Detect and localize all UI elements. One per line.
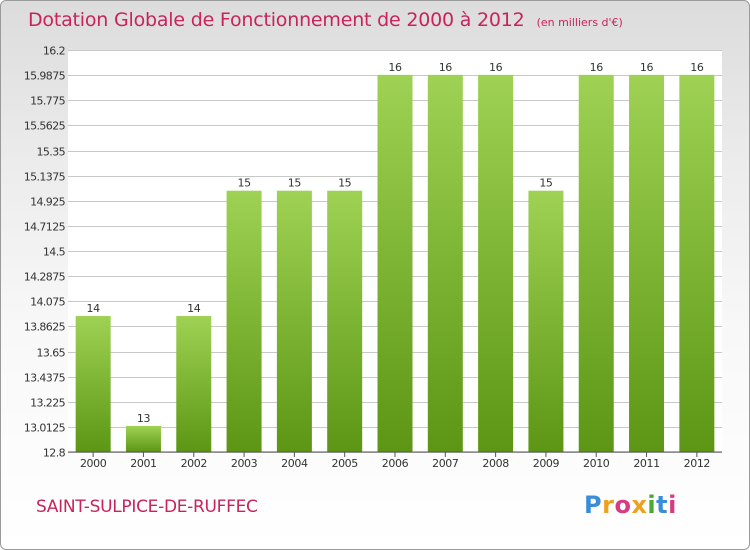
data-label: 13: [137, 412, 151, 425]
logo-letter: o: [614, 491, 632, 519]
title-row: Dotation Globale de Fonctionnement de 20…: [28, 9, 623, 31]
bar: [427, 74, 463, 453]
data-label: 16: [590, 61, 604, 74]
bar: [327, 190, 363, 452]
bar: [478, 74, 514, 453]
data-label: 16: [640, 61, 654, 74]
x-tick-label: 2007: [432, 457, 459, 470]
x-tick-label: 2002: [181, 457, 207, 470]
proxiti-logo: Proxiti: [584, 491, 677, 519]
data-label: 14: [187, 302, 201, 315]
logo-letter: r: [602, 491, 615, 519]
x-tick-label: 2000: [80, 457, 107, 470]
x-tick-label: 2004: [281, 457, 308, 470]
y-tick-label: 15.35: [37, 146, 66, 159]
y-tick-label: 14.2875: [24, 271, 66, 284]
bar: [629, 74, 665, 453]
y-tick-label: 13.4375: [24, 372, 66, 385]
data-label: 16: [388, 61, 402, 74]
x-tick-label: 2008: [482, 457, 509, 470]
bar: [176, 316, 212, 452]
bar: [528, 190, 564, 452]
x-tick-label: 2006: [382, 457, 409, 470]
logo-letter: P: [584, 491, 603, 519]
x-tick-label: 2012: [684, 457, 710, 470]
data-label: 14: [87, 302, 101, 315]
chart-subtitle: (en milliers d'€): [536, 16, 623, 29]
bar: [226, 190, 262, 452]
logo-letter: i: [647, 491, 657, 519]
y-tick-label: 14.7125: [24, 221, 66, 234]
y-tick-label: 14.5: [43, 246, 66, 259]
commune-name: SAINT-SULPICE-DE-RUFFEC: [36, 497, 258, 517]
data-label: 15: [338, 177, 352, 190]
y-tick-label: 15.775: [30, 95, 65, 108]
x-tick-label: 2003: [231, 457, 258, 470]
x-tick-label: 2009: [533, 457, 560, 470]
y-tick-label: 14.075: [30, 296, 65, 309]
data-label: 16: [439, 61, 453, 74]
bar: [75, 316, 111, 452]
y-tick-label: 14.925: [30, 196, 65, 209]
bars-layer: [75, 74, 715, 453]
y-tick-label: 12.8: [43, 447, 66, 460]
bar: [377, 74, 413, 453]
bar: [679, 74, 715, 453]
y-tick-label: 13.0125: [24, 422, 66, 435]
bar: [125, 425, 161, 452]
y-tick-label: 15.1375: [24, 171, 66, 184]
y-tick-label: 13.8625: [24, 321, 66, 334]
logo-letter: x: [631, 491, 648, 519]
x-tick-label: 2005: [331, 457, 358, 470]
logo-letter: i: [668, 491, 677, 519]
y-tick-label: 13.225: [30, 397, 65, 410]
y-tick-label: 15.9875: [24, 70, 66, 83]
data-label: 16: [489, 61, 503, 74]
bar: [276, 190, 312, 452]
data-label: 15: [288, 177, 302, 190]
logo-letter: t: [656, 491, 669, 519]
data-label: 15: [539, 177, 553, 190]
y-tick-label: 13.65: [37, 347, 66, 360]
data-label: 15: [237, 177, 251, 190]
chart-title: Dotation Globale de Fonctionnement de 20…: [28, 9, 525, 31]
x-tick-label: 2001: [130, 457, 156, 470]
y-tick-label: 16.2: [43, 45, 65, 58]
bar: [578, 74, 614, 453]
x-tick-label: 2011: [633, 457, 659, 470]
y-tick-label: 15.5625: [24, 120, 66, 133]
x-tick-label: 2010: [583, 457, 610, 470]
data-label: 16: [690, 61, 704, 74]
labels-layer: 12.8 13.0125 13.225 13.4375 13.65 13.8625 14.0…: [24, 45, 711, 471]
